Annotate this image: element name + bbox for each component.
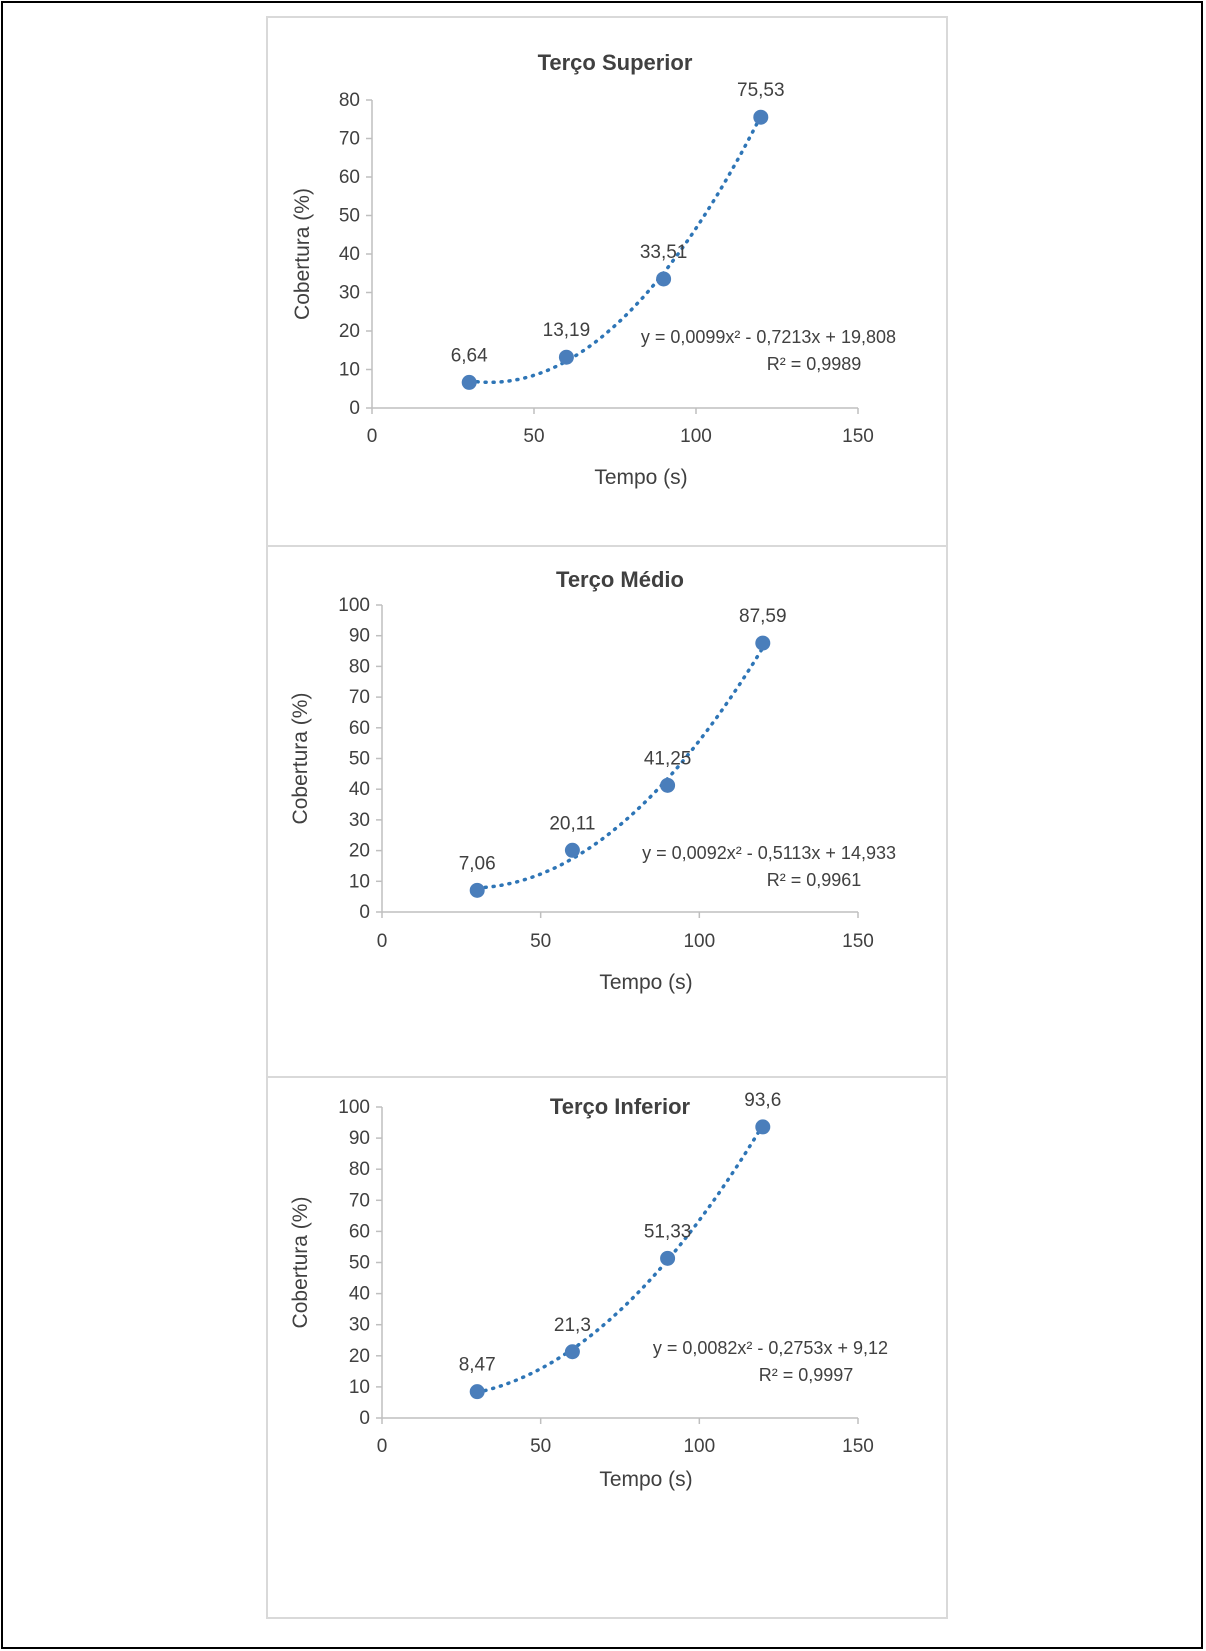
x-tick-label: 150 — [842, 931, 874, 952]
x-tick-label: 50 — [530, 1436, 551, 1457]
y-tick-label: 40 — [339, 244, 360, 265]
y-tick-label: 100 — [338, 595, 370, 616]
y-tick-label: 50 — [339, 206, 360, 227]
chart-inferior: Terço Inferior 0 10 20 30 40 50 60 70 80 90 100 0 50 1… — [289, 1090, 888, 1491]
y-tick-label: 10 — [349, 1377, 370, 1398]
y-tick-label: 0 — [359, 902, 370, 923]
trendline-equation: y = 0,0092x² - 0,5113x + 14,933 — [642, 843, 896, 863]
y-tick-label: 10 — [339, 360, 360, 381]
x-tick-label: 100 — [680, 426, 712, 447]
data-point — [660, 777, 676, 793]
y-tick-label: 50 — [349, 749, 370, 770]
y-tick-label: 30 — [349, 1315, 370, 1336]
data-point — [564, 842, 580, 858]
trendline — [475, 646, 765, 890]
y-tick-label: 90 — [349, 626, 370, 647]
y-axis-title: Cobertura (%) — [289, 1197, 312, 1329]
y-tick-label: 40 — [349, 779, 370, 800]
x-tick-label: 100 — [683, 1436, 715, 1457]
data-point — [558, 349, 574, 365]
y-tick-label: 60 — [349, 1221, 370, 1242]
y-tick-label: 80 — [349, 1159, 370, 1180]
data-label: 7,06 — [459, 853, 496, 874]
chart-panel-medio: Terço Médio 0 10 20 30 40 50 60 70 80 90 100 0 50 100 1… — [266, 545, 948, 1078]
data-label: 13,19 — [543, 320, 591, 341]
y-axis-title: Cobertura (%) — [291, 188, 314, 320]
y-tick-label: 0 — [359, 1408, 370, 1429]
y-tick-label: 40 — [349, 1284, 370, 1305]
x-tick-label: 0 — [377, 1436, 388, 1457]
y-tick-label: 0 — [349, 398, 360, 419]
trendline-r2: R² = 0,9989 — [767, 354, 862, 374]
chart-panel-inferior: Terço Inferior 0 10 20 30 40 50 60 70 80 90 100 0 50 1… — [266, 1076, 948, 1619]
chart-superior: Terço Superior 0 10 20 30 40 50 60 70 80 0 50 100 150… — [291, 50, 896, 489]
trendline — [467, 114, 763, 385]
chart-medio: Terço Médio 0 10 20 30 40 50 60 70 80 90 100 0 50 100 1… — [289, 567, 896, 994]
y-tick-label: 20 — [349, 841, 370, 862]
x-tick-label: 150 — [842, 426, 874, 447]
y-tick-label: 80 — [339, 90, 360, 111]
x-tick-label: 0 — [377, 931, 388, 952]
data-point — [660, 1250, 676, 1266]
trendline — [475, 1123, 765, 1395]
x-tick-label: 50 — [523, 426, 544, 447]
y-tick-label: 10 — [349, 871, 370, 892]
x-axis-title: Tempo (s) — [599, 1468, 692, 1491]
y-tick-label: 30 — [349, 810, 370, 831]
data-label: 87,59 — [739, 606, 787, 627]
y-tick-label: 70 — [339, 129, 360, 150]
trendline-equation: y = 0,0099x² - 0,7213x + 19,808 — [641, 327, 896, 347]
y-tick-label: 70 — [349, 1190, 370, 1211]
y-axis-title: Cobertura (%) — [289, 693, 312, 825]
chart-panel-superior: Terço Superior 0 10 20 30 40 50 60 70 80 0 50 100 150… — [266, 16, 948, 547]
data-label: 6,64 — [451, 345, 488, 366]
data-label: 41,25 — [644, 748, 692, 769]
chart-title: Terço Inferior — [550, 1094, 691, 1119]
y-tick-label: 60 — [349, 718, 370, 739]
x-axis-title: Tempo (s) — [594, 466, 687, 489]
data-point — [753, 109, 769, 125]
data-label: 75,53 — [737, 80, 785, 101]
data-label: 93,6 — [744, 1090, 781, 1111]
y-tick-label: 20 — [349, 1346, 370, 1367]
y-tick-label: 90 — [349, 1128, 370, 1149]
data-point — [469, 882, 485, 898]
data-label: 33,51 — [640, 242, 688, 263]
data-point — [755, 635, 771, 651]
x-axis-title: Tempo (s) — [599, 971, 692, 994]
trendline-r2: R² = 0,9961 — [767, 870, 862, 890]
data-label: 51,33 — [644, 1221, 692, 1242]
y-tick-label: 60 — [339, 167, 360, 188]
data-point — [564, 1344, 580, 1360]
data-label: 8,47 — [459, 1355, 496, 1376]
y-tick-label: 70 — [349, 687, 370, 708]
data-point — [461, 374, 477, 390]
data-point — [656, 271, 672, 287]
trendline-r2: R² = 0,9997 — [759, 1365, 854, 1385]
y-tick-label: 80 — [349, 656, 370, 677]
data-point — [469, 1384, 485, 1400]
data-label: 21,3 — [554, 1315, 591, 1336]
data-label: 20,11 — [549, 813, 595, 834]
y-tick-label: 50 — [349, 1253, 370, 1274]
y-tick-label: 100 — [338, 1097, 370, 1118]
x-tick-label: 100 — [683, 931, 715, 952]
x-tick-label: 0 — [367, 426, 378, 447]
y-tick-label: 30 — [339, 283, 360, 304]
chart-title: Terço Superior — [538, 50, 693, 75]
y-tick-label: 20 — [339, 321, 360, 342]
chart-title: Terço Médio — [556, 567, 684, 592]
trendline-equation: y = 0,0082x² - 0,2753x + 9,12 — [653, 1338, 888, 1358]
x-tick-label: 150 — [842, 1436, 874, 1457]
x-tick-label: 50 — [530, 931, 551, 952]
data-point — [755, 1119, 771, 1135]
